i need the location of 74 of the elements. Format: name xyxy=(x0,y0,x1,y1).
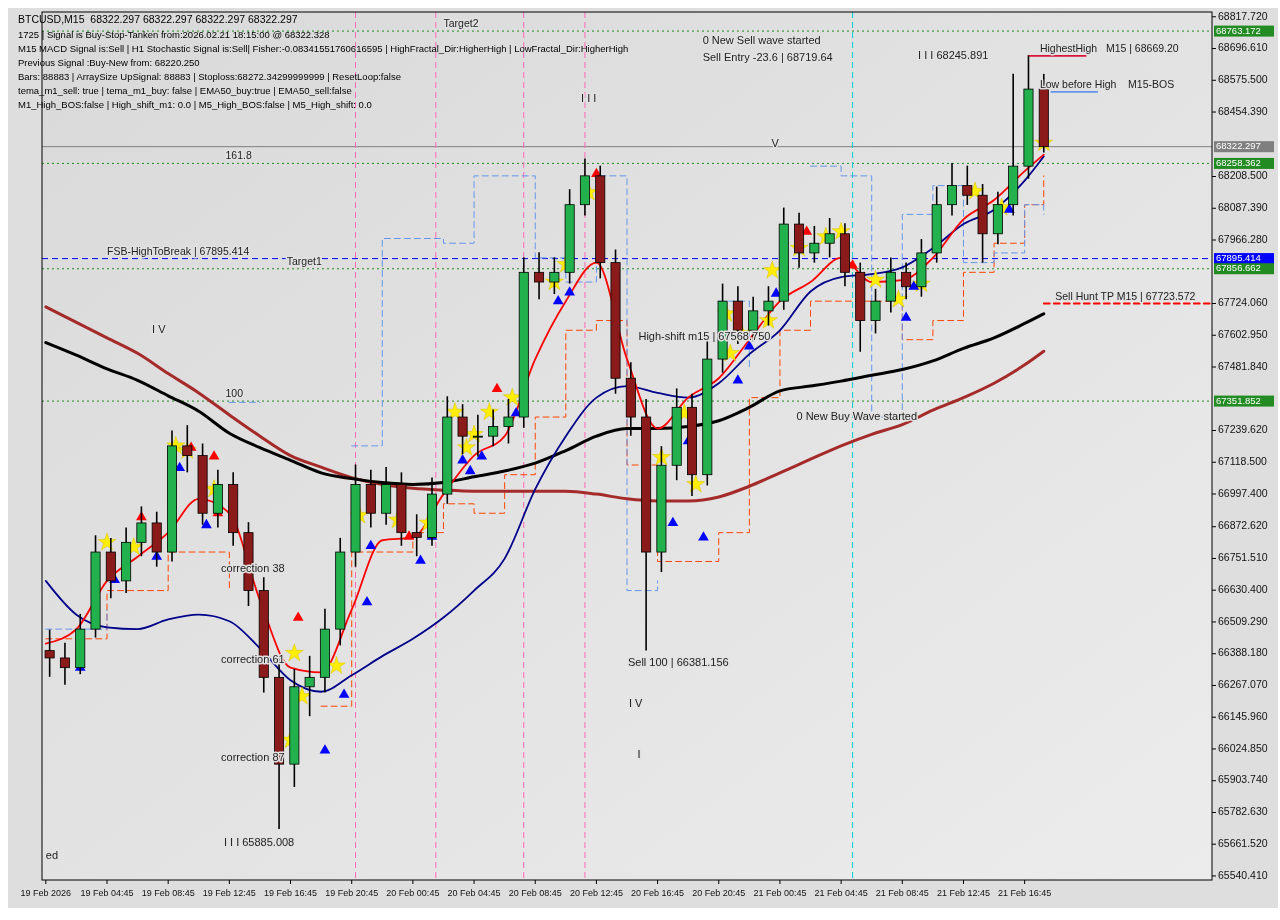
annotation: V xyxy=(771,137,780,150)
y-tick-label: 66872.620 xyxy=(1218,519,1268,532)
x-tick-label: 21 Feb 12:45 xyxy=(936,888,990,898)
annotation: I xyxy=(637,747,641,760)
ref-line-label: 67895.414 xyxy=(1216,252,1261,264)
annotation: Sell Entry -23.6 | 68719.64 xyxy=(702,51,833,64)
ref-line-label: 67856.662 xyxy=(1216,262,1261,274)
x-tick-label: 19 Feb 2026 xyxy=(20,888,72,898)
y-tick-label: 65540.410 xyxy=(1218,868,1268,881)
annotation: 0 New Buy Wave started xyxy=(796,409,918,422)
annotation: 100 xyxy=(225,387,244,400)
annotation: ed xyxy=(45,848,59,861)
annotation: I I I xyxy=(581,91,597,104)
annotation: M1_High_BOS:false | High_shift_m1: 0.0 | M5_High_BOS:false | M5_High_shift: 0.0 xyxy=(18,99,372,110)
y-tick-label: 65661.520 xyxy=(1218,836,1268,849)
annotation: M15 MACD Signal is:Sell | H1 Stochastic Signal is:Sell| Fisher:-0.08341551760616595 | HighFractal_Dir:HigherHigh | LowFractal_Dir:HigherHigh xyxy=(18,43,629,54)
x-tick-label: 20 Feb 08:45 xyxy=(508,888,562,898)
x-tick-label: 19 Feb 16:45 xyxy=(264,888,318,898)
y-tick-label: 68087.390 xyxy=(1218,201,1268,214)
x-tick-label: 20 Feb 20:45 xyxy=(692,888,746,898)
x-tick-label: 20 Feb 00:45 xyxy=(386,888,440,898)
y-tick-label: 66267.070 xyxy=(1218,678,1268,691)
y-tick-label: 67481.840 xyxy=(1218,359,1268,372)
annotation: Sell 100 | 66381.156 xyxy=(627,655,729,668)
annotation: I I I 65885.008 xyxy=(223,836,295,849)
y-tick-label: 67602.950 xyxy=(1218,328,1268,341)
ref-line-label: 68763.172 xyxy=(1216,24,1261,36)
y-tick-label: 66388.180 xyxy=(1218,646,1268,659)
y-tick-label: 65903.740 xyxy=(1218,773,1268,786)
annotation: Target2 xyxy=(443,17,479,30)
y-tick-label: 65782.630 xyxy=(1218,805,1268,818)
x-tick-label: 20 Feb 04:45 xyxy=(447,888,501,898)
annotation: 161.8 xyxy=(225,149,252,162)
y-tick-label: 66024.850 xyxy=(1218,741,1268,754)
x-tick-label: 20 Feb 16:45 xyxy=(631,888,685,898)
x-tick-label: 20 Feb 12:45 xyxy=(569,888,623,898)
y-tick-label: 66997.400 xyxy=(1218,486,1268,499)
y-tick-label: 66751.510 xyxy=(1218,551,1268,564)
chart-title: BTCUSD,M15 68322.297 68322.297 68322.297 68322.297 xyxy=(18,13,298,25)
annotation: 1725 | Signal is Buy-Stop-Tanken from:2026.02.21 18:15:00 @ 68322.328 xyxy=(18,29,330,40)
annotation: I V xyxy=(152,323,167,336)
annotation: I V xyxy=(628,697,644,710)
x-tick-label: 19 Feb 12:45 xyxy=(202,888,256,898)
ref-line-label: 68322.297 xyxy=(1216,140,1261,152)
x-tick-label: 19 Feb 08:45 xyxy=(141,888,195,898)
x-tick-label: 21 Feb 00:45 xyxy=(753,888,807,898)
y-tick-label: 67118.500 xyxy=(1218,455,1268,468)
x-tick-label: 19 Feb 20:45 xyxy=(325,888,379,898)
y-tick-label: 67239.620 xyxy=(1218,423,1268,436)
annotation: HighestHigh M15 | 68669.20 xyxy=(1039,41,1179,54)
y-tick-label: 68454.390 xyxy=(1218,104,1268,117)
x-tick-label: 21 Feb 16:45 xyxy=(998,888,1052,898)
annotation: I I I 68245.891 xyxy=(918,49,989,62)
y-tick-label: 68208.500 xyxy=(1218,169,1268,182)
annotation: FSB-HighToBreak | 67895.414 xyxy=(107,244,250,257)
ref-line-label: 68258.362 xyxy=(1216,156,1261,168)
annotation: Bars: 88883 | ArraySize UpSignal: 88883 | Stoploss:68272.34299999999 | ResetLoop:false xyxy=(18,71,401,82)
annotation: Sell Hunt TP M15 | 67723.572 xyxy=(1055,289,1196,302)
y-tick-label: 66630.400 xyxy=(1218,582,1268,595)
annotation: Previous Signal :Buy-New from: 68220.250 xyxy=(18,57,200,68)
y-tick-label: 66145.960 xyxy=(1218,709,1268,722)
y-tick-label: 67966.280 xyxy=(1218,232,1268,245)
y-tick-label: 66509.290 xyxy=(1218,614,1268,627)
ref-line-label: 67351.852 xyxy=(1216,394,1261,406)
y-tick-label: 68817.720 xyxy=(1218,9,1268,22)
x-tick-label: 21 Feb 04:45 xyxy=(814,888,868,898)
y-tick-label: 68696.610 xyxy=(1218,41,1268,54)
annotation: tema_m1_sell: true | tema_m1_buy: false | EMA50_buy:true | EMA50_sell:false xyxy=(18,85,352,96)
annotation: 0 New Sell wave started xyxy=(702,33,821,46)
annotation: Target1 xyxy=(286,254,322,267)
y-tick-label: 67724.060 xyxy=(1218,296,1268,309)
y-tick-label: 68575.500 xyxy=(1218,73,1268,86)
x-tick-label: 21 Feb 08:45 xyxy=(875,888,929,898)
x-tick-label: 19 Feb 04:45 xyxy=(80,888,134,898)
